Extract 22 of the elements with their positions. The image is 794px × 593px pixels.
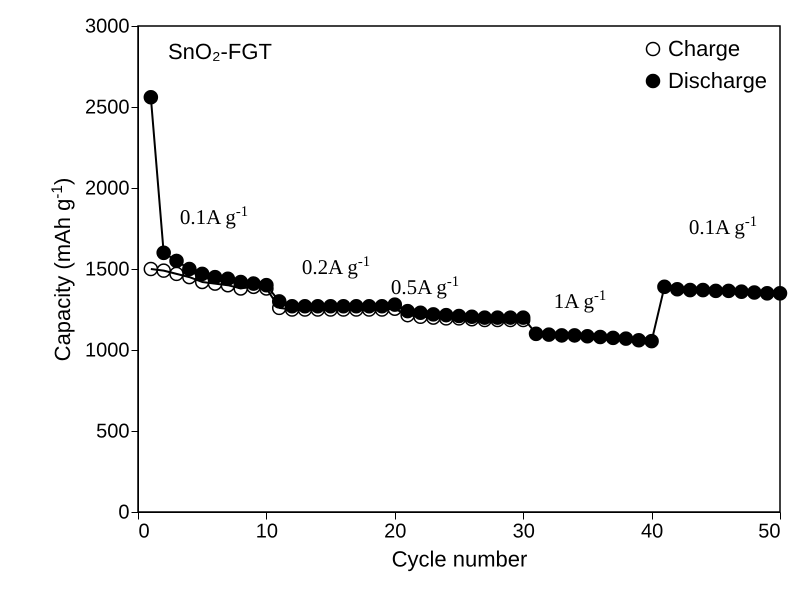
y-tick-label: 1000: [85, 340, 130, 362]
x-tick-label: 0: [138, 520, 150, 542]
annotation: 1A g$^{-1}$: [554, 288, 606, 313]
y-tick-label: 2500: [85, 96, 130, 118]
legend-label: Charge: [668, 36, 740, 61]
y-tick-label: 1500: [85, 258, 130, 280]
legend-label: Discharge: [668, 68, 768, 93]
x-tick-label: 20: [384, 520, 406, 542]
annotation: 0.2A g$^{-1}$: [302, 254, 370, 279]
y-tick-label: 2000: [85, 178, 130, 200]
x-axis-title: Cycle number: [392, 546, 528, 572]
annotation: 0.5A g$^{-1}$: [390, 274, 460, 299]
x-tick-label: 10: [256, 520, 278, 542]
annotation: 0.1A g$^{-1}$: [688, 214, 758, 239]
x-tick-label: 40: [640, 520, 664, 542]
y-tick-label: 3000: [85, 16, 130, 38]
y-tick-label: 0: [118, 502, 130, 524]
y-tick-label: 500: [96, 420, 130, 442]
x-tick-label: 30: [512, 520, 535, 542]
annotation: SnO₂-FGT: [168, 39, 272, 64]
x-tick-label: 50: [758, 520, 780, 542]
annotation: 0.1A g$^{-1}$: [180, 204, 248, 229]
